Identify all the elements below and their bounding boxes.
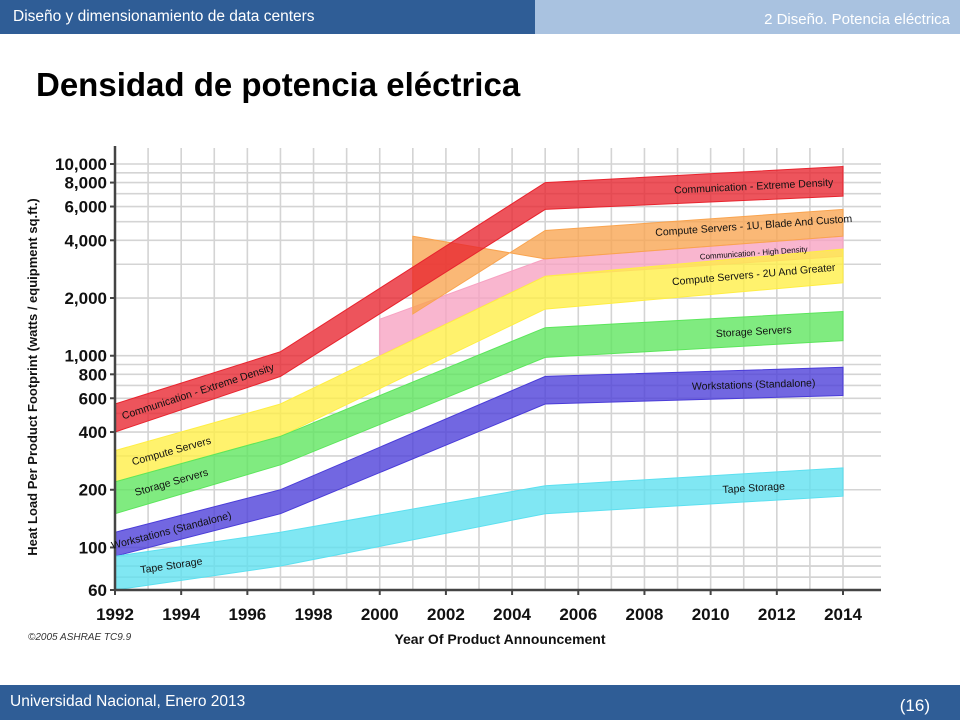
x-tick-label: 1994 [162,605,200,624]
x-tick-label: 2000 [361,605,399,624]
slide-title: Densidad de potencia eléctrica [36,66,521,103]
y-tick-label: 200 [79,481,107,500]
y-tick-label: 600 [79,389,107,408]
series-band [114,310,844,515]
series-label-right: Storage Servers [715,324,791,340]
x-tick-label: 1996 [228,605,266,624]
x-tick-label: 1998 [295,605,333,624]
x-tick-label: 2004 [493,605,531,624]
y-tick-label: 2,000 [64,289,107,308]
x-tick-label: 2006 [559,605,597,624]
x-tick-label: 2010 [692,605,730,624]
y-tick-label: 10,000 [55,155,107,174]
y-tick-label: 100 [79,538,107,557]
x-tick-label: 1992 [96,605,134,624]
x-tick-label: 2012 [758,605,796,624]
y-tick-label: 800 [79,365,107,384]
presentation-title: Diseño y dimensionamiento de data center… [13,8,315,25]
footer-institution: Universidad Nacional, Enero 2013 [10,693,246,710]
y-tick-label: 4,000 [64,231,107,250]
series-label-right: Workstations (Standalone) [692,377,816,393]
footer-bar: Universidad Nacional, Enero 2013 (16) [0,685,960,720]
y-tick-label: 400 [79,423,107,442]
header-bar-left: Diseño y dimensionamiento de data center… [0,0,535,34]
series-label-right: Tape Storage [722,481,785,497]
series-band [412,208,844,315]
page-number: (16) [899,696,930,715]
chart-credit: ©2005 ASHRAE TC9.9 [28,632,132,643]
series-band [114,165,844,433]
x-tick-label: 2014 [824,605,862,624]
y-tick-label: 1,000 [64,347,107,366]
x-axis-label: Year Of Product Announcement [394,631,605,647]
section-title: 2 Diseño. Potencia eléctrica [764,11,950,28]
header-bar-right: 2 Diseño. Potencia eléctrica [535,0,960,34]
y-tick-label: 60 [88,581,107,600]
x-tick-label: 2002 [427,605,465,624]
series-band [114,467,844,591]
x-tick-label: 2008 [626,605,664,624]
series-bands [114,165,844,591]
y-tick-label: 8,000 [64,174,107,193]
series-band [114,366,844,557]
y-tick-label: 6,000 [64,198,107,217]
y-axis-label: Heat Load Per Product Footprint (watts /… [25,198,40,556]
